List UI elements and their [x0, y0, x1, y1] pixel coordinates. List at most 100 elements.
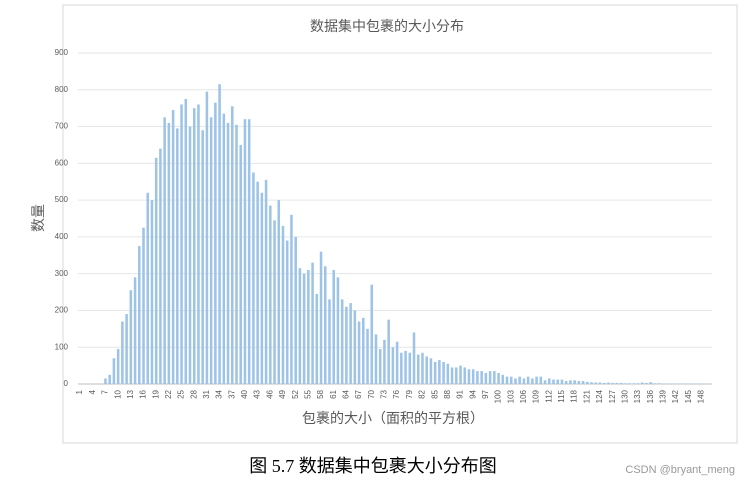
bar [239, 144, 242, 384]
bar [602, 382, 606, 384]
bar [116, 349, 120, 384]
x-tick-label: 64 [342, 389, 351, 398]
y-tick-label: 800 [55, 85, 69, 94]
y-tick-label: 400 [55, 232, 69, 241]
bar [569, 380, 572, 384]
y-tick-label: 200 [55, 306, 69, 315]
bar [362, 317, 365, 384]
bar [624, 383, 627, 384]
bar [514, 378, 517, 384]
x-tick-label: 37 [227, 389, 236, 398]
bar [383, 339, 386, 384]
bar [640, 382, 644, 384]
bar [108, 374, 111, 384]
bar [446, 363, 450, 384]
caption: 图 5.7 数据集中包裹大小分布图 [249, 456, 497, 476]
bar [459, 365, 462, 384]
bar [442, 361, 445, 384]
x-tick-label: 100 [494, 389, 503, 403]
bar [332, 269, 335, 384]
x-tick-label: 136 [646, 389, 655, 403]
y-tick-label: 500 [55, 195, 69, 204]
x-tick-label: 40 [240, 389, 249, 398]
bar [522, 378, 526, 384]
bar [205, 91, 209, 384]
bar [607, 382, 610, 384]
x-tick-label: 88 [443, 389, 452, 398]
bar [167, 122, 171, 384]
x-tick-label: 124 [595, 389, 604, 403]
bar [378, 349, 382, 384]
bar [518, 376, 521, 384]
y-tick-label: 700 [55, 122, 69, 131]
bar [594, 382, 598, 384]
bar [180, 104, 183, 384]
bar [231, 106, 234, 385]
x-tick-label: 58 [316, 389, 325, 398]
bar [636, 383, 640, 384]
bar [548, 378, 551, 384]
bar [429, 358, 433, 384]
bar [125, 314, 128, 384]
y-tick-label: 600 [55, 158, 69, 167]
bar [192, 108, 196, 385]
bar [247, 119, 251, 384]
bar [243, 119, 247, 384]
bar [509, 376, 513, 384]
chart-title: 数据集中包裹的大小分布 [310, 18, 464, 35]
bar [285, 240, 289, 384]
bar [353, 310, 357, 384]
bar [256, 181, 259, 384]
x-tick-label: 82 [418, 389, 427, 398]
bar [493, 371, 496, 384]
bar [412, 332, 416, 384]
bar [252, 172, 255, 384]
bar [628, 383, 631, 384]
bar [539, 376, 543, 384]
bar [531, 378, 534, 384]
bar [433, 361, 437, 384]
bar [560, 379, 564, 384]
x-tick-label: 7 [101, 389, 110, 394]
x-tick-label: 34 [215, 389, 224, 398]
chart-frame [62, 4, 738, 444]
bar [260, 192, 264, 384]
x-tick-label: 139 [659, 389, 668, 403]
x-tick-label: 148 [697, 389, 706, 403]
bar [535, 376, 538, 384]
bar [133, 277, 137, 384]
bar [209, 117, 213, 384]
bar [315, 293, 319, 384]
bar [357, 321, 361, 384]
y-tick-label: 300 [55, 269, 69, 278]
bar [619, 382, 623, 384]
bar [104, 378, 107, 384]
x-tick-label: 85 [430, 389, 439, 398]
bar [497, 372, 500, 384]
bar [463, 367, 467, 384]
bar [307, 269, 310, 384]
x-tick-label: 94 [468, 389, 477, 398]
bar [649, 382, 652, 384]
bar [395, 341, 399, 384]
x-tick-label: 130 [620, 389, 629, 403]
x-tick-label: 127 [608, 389, 617, 403]
bar [611, 382, 614, 384]
x-tick-label: 10 [113, 389, 122, 398]
bar [425, 356, 428, 384]
bar [269, 205, 272, 384]
bar [455, 367, 458, 384]
bar [421, 352, 424, 384]
x-tick-label: 70 [367, 389, 376, 398]
bar [416, 354, 420, 384]
x-tick-label: 106 [519, 389, 528, 403]
bar [171, 110, 175, 384]
x-tick-label: 73 [380, 389, 389, 398]
bar [273, 220, 276, 384]
bar [476, 371, 479, 384]
bar [556, 379, 559, 384]
y-tick-label: 100 [55, 342, 69, 351]
bar [142, 227, 145, 384]
bar [467, 369, 471, 384]
